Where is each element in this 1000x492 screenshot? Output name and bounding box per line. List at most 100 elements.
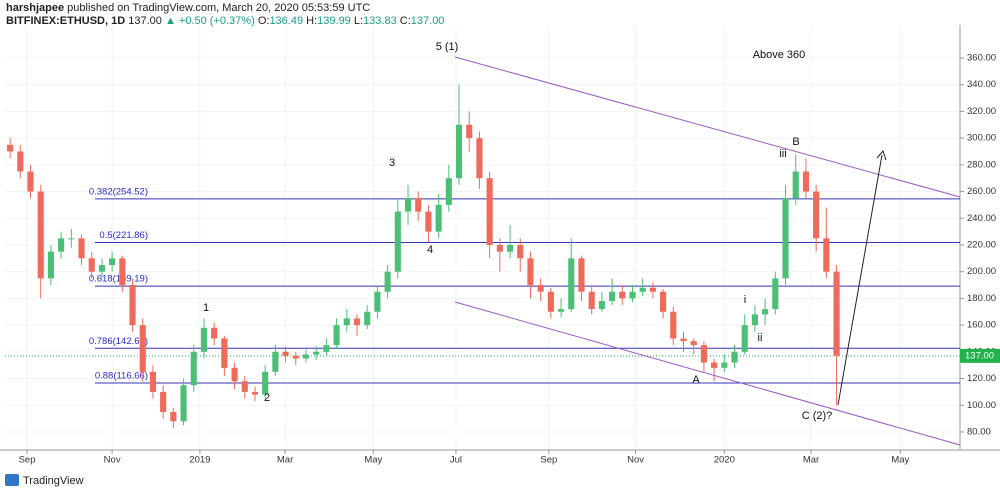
candle-body [649, 287, 656, 292]
ohlc-value: 136.49 [269, 15, 303, 27]
ohlc-key: C: [400, 15, 411, 27]
ohlc-key: O: [258, 15, 270, 27]
ohlc-key: H: [306, 15, 317, 27]
candle-body [782, 198, 789, 279]
candle-body [78, 238, 85, 259]
y-tick-label: 220.00 [967, 239, 996, 250]
candle-body [353, 318, 361, 326]
wave-label: 5 (1) [436, 41, 459, 53]
candle-body [109, 258, 116, 266]
ohlc-key: L: [354, 15, 363, 27]
wave-label: 1 [203, 302, 209, 314]
y-tick-label: 300.00 [967, 133, 996, 144]
logo [5, 474, 19, 486]
candle-body [58, 238, 65, 252]
candle-body [547, 291, 554, 312]
candle-body [445, 178, 452, 205]
last-price-label: 137.00 [965, 350, 994, 361]
candle-body [68, 238, 75, 240]
drawings: 5 (1) 3 4 1 2 B iii i ii A C (2)? Above … [203, 41, 961, 446]
x-tick-label: Mar [803, 455, 819, 466]
candle-body [394, 211, 401, 272]
candle-body [619, 291, 626, 299]
candle-body [435, 204, 442, 232]
candle-body [343, 318, 350, 326]
candle-body [833, 271, 840, 356]
x-tick-label: Nov [627, 455, 644, 466]
candle-body [598, 301, 605, 310]
candle-body [680, 338, 687, 342]
last-price-box [960, 348, 1000, 363]
candle-body [506, 244, 514, 252]
wave-label: iii [779, 148, 786, 160]
ohlc-value: 137.00 [411, 15, 445, 27]
candle-body [211, 327, 218, 339]
y-tick-label: 240.00 [967, 213, 996, 224]
y-tick-label: 260.00 [967, 186, 996, 197]
fib-label: 0.618(189.19) [89, 274, 148, 285]
fib-label: 0.382(254.52) [89, 186, 148, 197]
wave-label: ii [758, 332, 763, 344]
x-tick-label: May [891, 455, 909, 466]
candle-body [700, 345, 707, 363]
candle-body [170, 411, 177, 422]
wave-label: A [692, 374, 700, 386]
candle-body [415, 198, 422, 212]
candle-body [384, 271, 391, 292]
x-tick-label: Sep [540, 455, 557, 466]
candle-body [262, 371, 269, 395]
ohlc-value: 133.83 [363, 15, 397, 27]
candle-body [455, 124, 463, 179]
candle-body [374, 291, 381, 312]
candle-body [292, 355, 299, 359]
wave-label: 4 [427, 244, 433, 256]
lower-channel-line [454, 301, 961, 446]
candle-body [537, 285, 544, 292]
candle-body [27, 171, 34, 192]
candle-body [762, 309, 769, 315]
candle-body [813, 191, 820, 239]
candle-body [364, 311, 371, 326]
candle-body [496, 244, 503, 252]
candle-body [772, 278, 779, 310]
candle-body [802, 171, 809, 192]
candle-body [272, 351, 279, 372]
candle-body [823, 238, 830, 272]
candle-body [517, 244, 524, 259]
ohlc-value: 139.99 [317, 15, 351, 27]
candle-body [476, 138, 483, 179]
candle-body [17, 151, 24, 172]
upper-channel-line [454, 56, 961, 198]
y-tick-label: 80.00 [967, 426, 991, 437]
candle-body [721, 362, 728, 368]
y-tick-label: 180.00 [967, 293, 996, 304]
x-tick-label: May [364, 455, 382, 466]
candle-body [221, 338, 228, 368]
y-tick-label: 160.00 [967, 320, 996, 331]
wave-label: 2 [264, 392, 270, 404]
y-tick-label: 100.00 [967, 400, 996, 411]
x-tick-label: Jul [450, 455, 462, 466]
plot: 80.00100.00120.00140.00160.00180.00200.0… [0, 25, 1000, 466]
candle-body [690, 341, 697, 346]
y-tick-label: 340.00 [967, 79, 996, 90]
change: ▲ +0.50 (+0.37%) [165, 15, 255, 27]
fib-label: 0.5(221.86) [99, 230, 148, 241]
candle-body [751, 314, 758, 326]
candle-body [37, 191, 44, 279]
candle-body [731, 351, 738, 363]
fib-label: 0.786(142.68) [89, 336, 148, 347]
candle-body [333, 325, 340, 346]
candle-body [711, 362, 718, 368]
x-tick-label: Nov [104, 455, 121, 466]
candle-body [558, 309, 565, 312]
candle-body [47, 251, 54, 279]
wave-label: B [792, 136, 799, 148]
projection-arrow [837, 154, 883, 406]
candle-body [404, 198, 412, 212]
candle-body [323, 345, 330, 352]
candle-body [251, 391, 259, 395]
candle-body [425, 211, 432, 232]
footer: TradingView [5, 474, 84, 487]
